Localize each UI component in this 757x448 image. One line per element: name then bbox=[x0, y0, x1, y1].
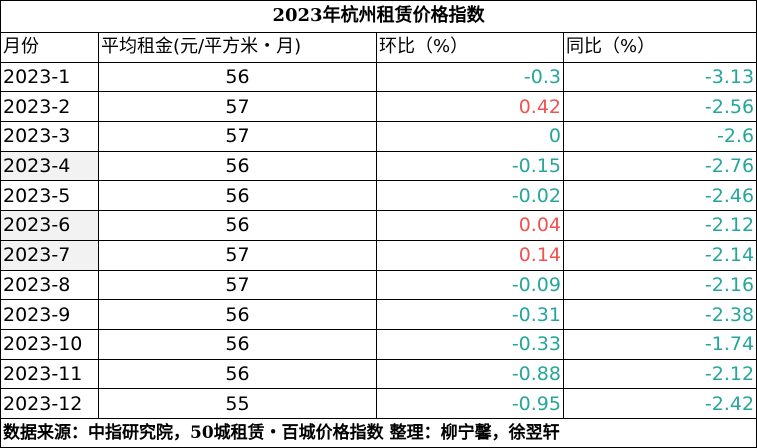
yoy-cell: -2.76 bbox=[562, 150, 757, 182]
month-cell: 2023-2 bbox=[0, 91, 99, 122]
table-row: 2023-6 56 0.04 -2.12 bbox=[0, 210, 757, 241]
month-cell: 2023-7 bbox=[0, 239, 99, 271]
mom-cell: 0.04 bbox=[376, 210, 564, 241]
rent-cell: 56 bbox=[98, 328, 377, 360]
yoy-cell: -1.74 bbox=[562, 328, 757, 360]
yoy-cell: -2.16 bbox=[562, 269, 757, 301]
yoy-cell: -2.42 bbox=[562, 388, 757, 420]
rent-cell: 56 bbox=[98, 210, 377, 241]
rent-cell: 56 bbox=[98, 61, 377, 93]
rent-cell: 57 bbox=[98, 91, 377, 122]
rent-cell: 56 bbox=[98, 358, 377, 390]
column-header-month: 月份 bbox=[0, 31, 99, 63]
mom-cell: -0.31 bbox=[376, 299, 564, 330]
yoy-cell: -2.6 bbox=[562, 120, 757, 152]
table-row: 2023-11 56 -0.88 -2.12 bbox=[0, 358, 757, 390]
rent-cell: 57 bbox=[98, 120, 377, 152]
rent-cell: 57 bbox=[98, 269, 377, 301]
table-row: 2023-9 56 -0.31 -2.38 bbox=[0, 299, 757, 330]
yoy-cell: -2.12 bbox=[562, 358, 757, 390]
mom-cell: -0.09 bbox=[376, 269, 564, 301]
mom-cell: -0.88 bbox=[376, 358, 564, 390]
column-header-yoy: 同比（%） bbox=[562, 31, 757, 63]
yoy-cell: -2.38 bbox=[562, 299, 757, 330]
table-row: 2023-7 57 0.14 -2.14 bbox=[0, 239, 757, 271]
table-row: 2023-10 56 -0.33 -1.74 bbox=[0, 328, 757, 360]
table-row: 2023-8 57 -0.09 -2.16 bbox=[0, 269, 757, 301]
month-cell: 2023-11 bbox=[0, 358, 99, 390]
month-cell: 2023-10 bbox=[0, 328, 99, 360]
mom-cell: -0.33 bbox=[376, 328, 564, 360]
month-cell: 2023-6 bbox=[0, 210, 99, 241]
table-row: 2023-3 57 0 -2.6 bbox=[0, 120, 757, 152]
mom-cell: -0.02 bbox=[376, 180, 564, 212]
mom-cell: -0.3 bbox=[376, 61, 564, 93]
month-cell: 2023-4 bbox=[0, 150, 99, 182]
table-row: 2023-4 56 -0.15 -2.76 bbox=[0, 150, 757, 182]
table-row: 2023-5 56 -0.02 -2.46 bbox=[0, 180, 757, 212]
month-cell: 2023-8 bbox=[0, 269, 99, 301]
table-row: 2023-1 56 -0.3 -3.13 bbox=[0, 61, 757, 93]
table-body: 2023-1 56 -0.3 -3.13 2023-2 57 0.42 -2.56 2023-3… bbox=[0, 61, 757, 420]
rent-cell: 56 bbox=[98, 180, 377, 212]
month-cell: 2023-12 bbox=[0, 388, 99, 420]
month-cell: 2023-5 bbox=[0, 180, 99, 212]
mom-cell: 0.14 bbox=[376, 239, 564, 271]
yoy-cell: -2.12 bbox=[562, 210, 757, 241]
month-cell: 2023-9 bbox=[0, 299, 99, 330]
column-header-rent: 平均租金(元/平方米・月) bbox=[98, 31, 377, 63]
source-note: 数据来源：中指研究院，50城租赁・百城价格指数 整理：柳宁馨，徐翌轩 bbox=[0, 418, 757, 448]
rent-cell: 56 bbox=[98, 150, 377, 182]
mom-cell: -0.15 bbox=[376, 150, 564, 182]
yoy-cell: -3.13 bbox=[562, 61, 757, 93]
mom-cell: 0 bbox=[376, 120, 564, 152]
table-row: 2023-12 55 -0.95 -2.42 bbox=[0, 388, 757, 420]
table-title: 2023年杭州租赁价格指数 bbox=[0, 0, 757, 33]
yoy-cell: -2.46 bbox=[562, 180, 757, 212]
header-row: 月份 平均租金(元/平方米・月) 环比（%） 同比（%） bbox=[0, 31, 757, 63]
yoy-cell: -2.56 bbox=[562, 91, 757, 122]
column-header-mom: 环比（%） bbox=[376, 31, 564, 63]
rent-cell: 56 bbox=[98, 299, 377, 330]
table-row: 2023-2 57 0.42 -2.56 bbox=[0, 91, 757, 122]
month-cell: 2023-3 bbox=[0, 120, 99, 152]
rent-cell: 55 bbox=[98, 388, 377, 420]
mom-cell: 0.42 bbox=[376, 91, 564, 122]
rent-cell: 57 bbox=[98, 239, 377, 271]
month-cell: 2023-1 bbox=[0, 61, 99, 93]
mom-cell: -0.95 bbox=[376, 388, 564, 420]
yoy-cell: -2.14 bbox=[562, 239, 757, 271]
